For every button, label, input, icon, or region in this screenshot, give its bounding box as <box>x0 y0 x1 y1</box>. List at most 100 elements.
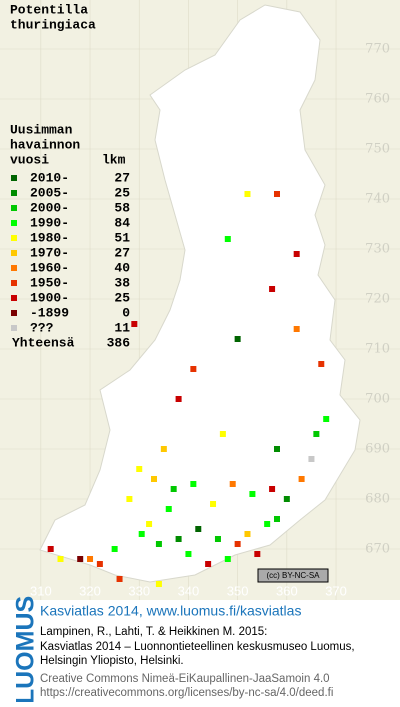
x-tick-label: 340 <box>178 583 200 598</box>
y-tick-label: 770 <box>365 42 390 57</box>
legend-swatch <box>11 220 17 226</box>
observation-cell <box>165 506 172 512</box>
legend-label: 1970- <box>30 245 69 260</box>
license-badge-text: (cc) BY-NC-SA <box>266 571 320 580</box>
observation-cell <box>273 191 280 197</box>
observation-cell <box>323 416 330 422</box>
legend-swatch <box>11 205 17 211</box>
observation-cell <box>234 541 241 547</box>
observation-cell <box>298 476 305 482</box>
license-badge <box>257 568 329 583</box>
legend-count: 84 <box>114 215 130 230</box>
legend: 2010- 27 2005- 25 2000- 58 1990- 84 1980- 51 1970-… <box>11 170 130 335</box>
legend-label: 1900- <box>30 290 69 305</box>
observation-cell <box>273 446 280 452</box>
atlas-link[interactable]: Kasviatlas 2014, www.luomus.fi/kasviatla… <box>40 603 301 619</box>
x-tick-label: 360 <box>276 583 298 598</box>
y-tick-label: 680 <box>365 492 390 507</box>
y-tick-label: 710 <box>365 342 390 357</box>
x-tick-label: 330 <box>128 583 150 598</box>
observation-cell <box>136 466 143 472</box>
observation-cell <box>160 446 167 452</box>
legend-swatch <box>11 175 17 181</box>
observation-cell <box>219 431 226 437</box>
observation-cell <box>244 531 251 537</box>
legend-swatch <box>11 325 17 331</box>
observation-cell <box>131 321 138 327</box>
legend-count: 58 <box>114 200 130 215</box>
legend-count: 38 <box>114 275 130 290</box>
legend-heading: Uusimman <box>10 122 73 137</box>
observation-cell <box>87 556 94 562</box>
legend-count: 40 <box>114 260 130 275</box>
observation-cell <box>249 491 256 497</box>
observation-cell <box>293 326 300 332</box>
observation-cell <box>185 551 192 557</box>
legend-label: 1990- <box>30 215 69 230</box>
observation-cell <box>175 396 182 402</box>
observation-cell <box>224 556 231 562</box>
y-tick-label: 730 <box>365 242 390 257</box>
observation-cell <box>195 526 202 532</box>
citation: Lampinen, R., Lahti, T. & Heikkinen M. 2… <box>40 626 267 638</box>
observation-cell <box>214 536 221 542</box>
observation-cell <box>146 521 153 527</box>
observation-cell <box>318 361 325 367</box>
observation-cell <box>264 521 271 527</box>
observation-cell <box>269 486 276 492</box>
citation: Kasviatlas 2014 – Luonnontieteellinen ke… <box>40 641 355 653</box>
legend-swatch <box>11 280 17 286</box>
legend-total: 386 <box>107 335 131 350</box>
legend-label: 2000- <box>30 200 69 215</box>
observation-cell <box>96 561 103 567</box>
observation-cell <box>273 516 280 522</box>
y-tick-label: 690 <box>365 442 390 457</box>
x-tick-label: 370 <box>325 583 347 598</box>
legend-swatch <box>11 310 17 316</box>
legend-swatch <box>11 250 17 256</box>
legend-label: 2010- <box>30 170 69 185</box>
legend-count: 25 <box>114 185 130 200</box>
observation-cell <box>313 431 320 437</box>
y-tick-label: 700 <box>365 392 390 407</box>
observation-cell <box>150 476 157 482</box>
observation-cell <box>244 191 251 197</box>
legend-label: 1980- <box>30 230 69 245</box>
observation-cell <box>234 336 241 342</box>
observation-cell <box>57 556 64 562</box>
legend-heading: lkm <box>102 152 126 167</box>
legend-total-label: Yhteensä <box>12 335 75 350</box>
license-link[interactable]: https://creativecommons.org/licenses/by-… <box>40 687 333 699</box>
legend-swatch <box>11 265 17 271</box>
observation-cell <box>138 531 145 537</box>
observation-cell <box>111 546 118 552</box>
observation-cell <box>155 581 162 587</box>
observations <box>47 191 330 587</box>
species-name: Potentilla <box>10 2 88 17</box>
x-tick-label: 350 <box>227 583 249 598</box>
legend-label: -1899 <box>30 305 69 320</box>
observation-cell <box>126 496 133 502</box>
legend-count: 11 <box>114 320 130 335</box>
legend-swatch <box>11 190 17 196</box>
legend-label: 1960- <box>30 260 69 275</box>
legend-count: 27 <box>114 170 130 185</box>
logo: LUOMUS <box>12 596 40 702</box>
legend-swatch <box>11 235 17 241</box>
legend-heading: havainnon <box>10 137 80 152</box>
legend-count: 0 <box>122 305 130 320</box>
legend-label: ??? <box>30 320 54 335</box>
legend-count: 25 <box>114 290 130 305</box>
observation-cell <box>254 551 261 557</box>
observation-cell <box>190 481 197 487</box>
observation-cell <box>210 501 217 507</box>
legend-label: 2005- <box>30 185 69 200</box>
y-tick-label: 750 <box>365 142 390 157</box>
observation-cell <box>229 481 236 487</box>
observation-cell <box>47 546 54 552</box>
finland-land <box>39 4 361 583</box>
observation-cell <box>293 251 300 257</box>
observation-cell <box>308 456 315 462</box>
